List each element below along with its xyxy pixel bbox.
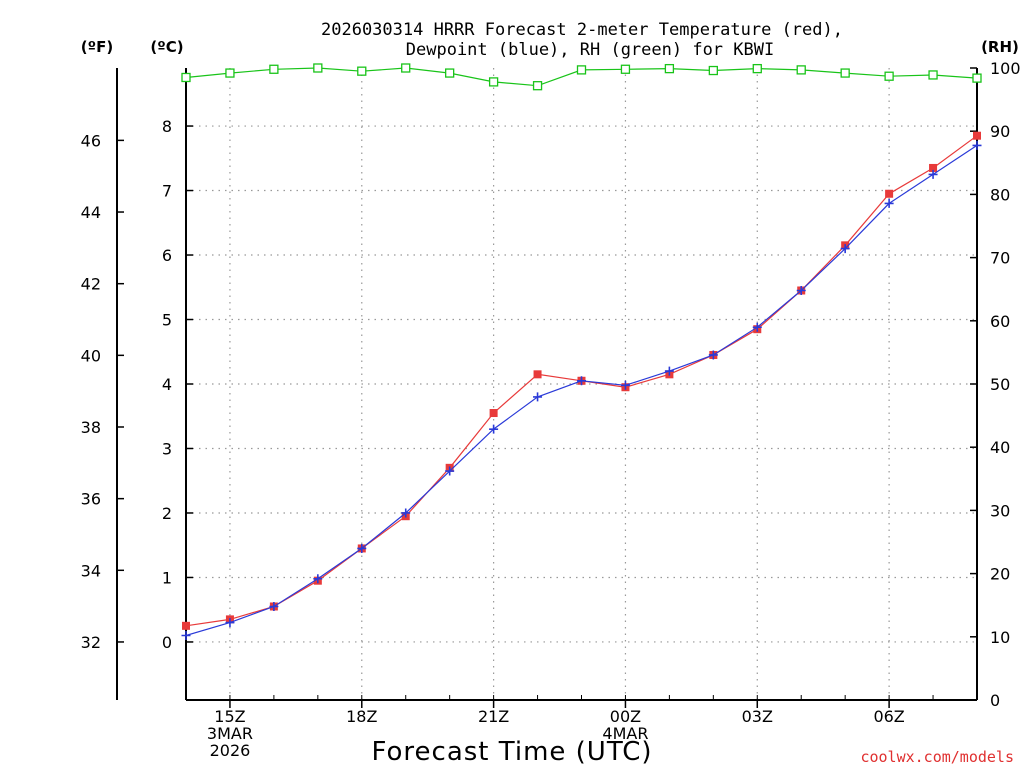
temperature-point [533, 370, 542, 379]
rh-point [313, 63, 323, 73]
fahrenheit-tick-label: 34 [81, 561, 101, 580]
x-tick-label: 00Z [610, 707, 641, 726]
fahrenheit-unit-label: (ºF) [81, 38, 113, 56]
fahrenheit-tick-label: 32 [81, 633, 101, 652]
rh-unit-label: (RH) [981, 38, 1019, 56]
dewpoint-point [972, 140, 982, 150]
rh-tick-label: 90 [990, 122, 1010, 141]
rh-point [445, 68, 455, 78]
rh-point [181, 72, 191, 83]
rh-tick-label: 30 [990, 501, 1010, 520]
rh-tick-label: 20 [990, 565, 1010, 584]
dewpoint-point [752, 322, 762, 332]
dewpoint-point [840, 244, 850, 254]
rh-tick-label: 60 [990, 312, 1010, 331]
fahrenheit-tick-label: 42 [81, 275, 101, 294]
x-tick-label: 18Z [346, 707, 377, 726]
dewpoint-point [708, 350, 718, 360]
chart-title: 2026030314 HRRR Forecast 2-meter Tempera… [321, 20, 843, 40]
dewpoint-point [445, 466, 455, 476]
fahrenheit-tick-label: 36 [81, 490, 101, 509]
dewpoint-point [664, 366, 674, 376]
rh-point [488, 77, 499, 87]
fahrenheit-tick-label: 44 [81, 203, 101, 222]
x-tick-label: 3MAR [207, 724, 253, 743]
dewpoint-point [928, 169, 938, 179]
data-series [181, 63, 982, 641]
rh-tick-label: 80 [990, 185, 1010, 204]
rh-point [708, 65, 718, 76]
rh-point [928, 70, 938, 80]
rh-point [225, 68, 235, 78]
temperature-point [885, 189, 894, 198]
dewpoint-point [181, 631, 191, 641]
fahrenheit-tick-label: 38 [81, 418, 101, 437]
dewpoint-point [796, 285, 806, 295]
celsius-tick-label: 4 [162, 375, 172, 394]
credit-label: coolwx.com/models [860, 748, 1014, 766]
axes [116, 67, 978, 708]
temperature-point [182, 621, 190, 630]
celsius-tick-label: 8 [162, 117, 172, 136]
dewpoint-point [269, 601, 279, 611]
rh-tick-label: 50 [990, 375, 1010, 394]
dewpoint-line [185, 144, 978, 637]
x-tick-label: 4MAR [602, 724, 648, 743]
rh-point [620, 64, 631, 74]
chart-subtitle: Dewpoint (blue), RH (green) for KBWI [406, 40, 774, 60]
celsius-tick-label: 0 [162, 633, 172, 652]
temperature-point [973, 131, 981, 140]
fahrenheit-tick-label: 40 [81, 346, 101, 365]
rh-series [181, 63, 982, 91]
fahrenheit-tick-label: 46 [81, 131, 101, 150]
dewpoint-point [533, 392, 543, 402]
celsius-tick-label: 2 [162, 504, 172, 523]
rh-tick-label: 40 [990, 438, 1010, 457]
celsius-tick-label: 5 [162, 311, 172, 330]
rh-tick-label: 0 [990, 691, 1000, 710]
rh-point [840, 68, 850, 78]
rh-tick-label: 100 [990, 59, 1021, 78]
x-tick-label: 03Z [742, 707, 773, 726]
dewpoint-point [313, 574, 323, 584]
rh-point [532, 81, 543, 91]
x-tick-label: 15Z [214, 707, 245, 726]
x-tick-label: 2026 [210, 741, 251, 760]
celsius-tick-label: 3 [162, 439, 172, 458]
tick-labels: 0123456783234363840424446010203040506070… [81, 59, 1021, 760]
rh-point [796, 65, 806, 75]
rh-point [269, 64, 279, 74]
rh-point [664, 63, 675, 74]
rh-point [972, 73, 982, 83]
dewpoint-series [181, 140, 982, 641]
rh-tick-label: 10 [990, 628, 1010, 647]
dewpoint-point [357, 543, 367, 553]
celsius-tick-label: 6 [162, 246, 172, 265]
x-tick-label: 21Z [478, 707, 509, 726]
rh-point [884, 71, 894, 81]
dewpoint-point [884, 198, 894, 208]
dewpoint-point [489, 424, 499, 434]
grid-lines [186, 68, 977, 700]
dewpoint-point [225, 618, 235, 628]
rh-point [357, 66, 367, 76]
celsius-tick-label: 7 [162, 182, 172, 201]
x-axis-label: Forecast Time (UTC) [371, 737, 652, 767]
temperature-point [929, 163, 938, 172]
rh-point [752, 63, 762, 74]
x-tick-label: 06Z [873, 707, 904, 726]
celsius-unit-label: (ºC) [150, 38, 183, 56]
rh-point [401, 63, 411, 73]
dewpoint-point [620, 380, 630, 390]
rh-tick-label: 70 [990, 249, 1010, 268]
celsius-tick-label: 1 [162, 568, 172, 587]
dewpoint-point [577, 376, 586, 386]
temperature-point [489, 409, 498, 418]
dewpoint-point [401, 508, 411, 518]
rh-point [576, 65, 587, 75]
